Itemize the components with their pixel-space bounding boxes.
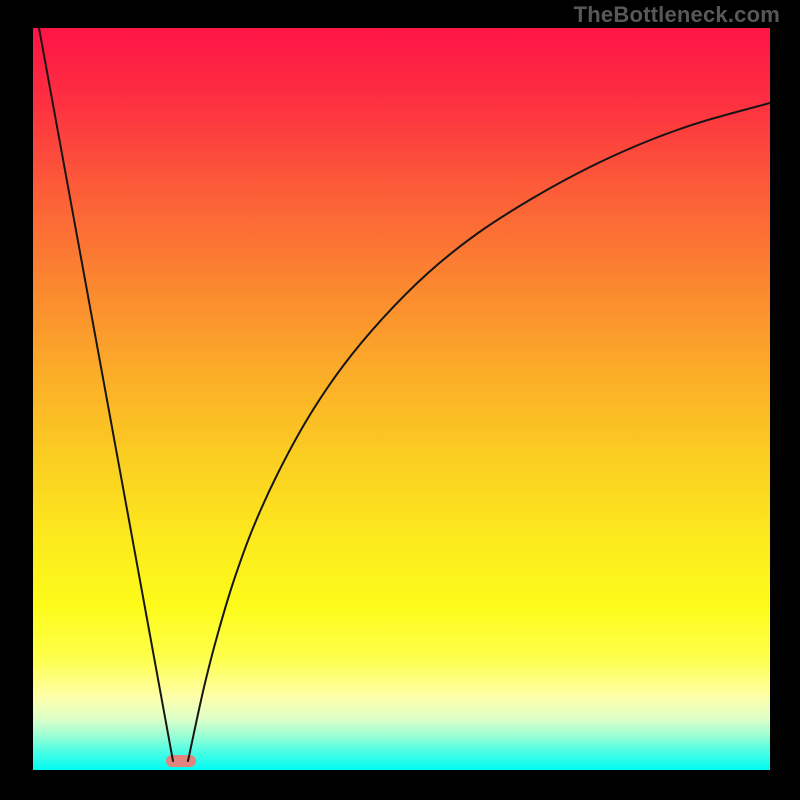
- plot-area: [33, 28, 770, 770]
- watermark-text: TheBottleneck.com: [574, 2, 780, 28]
- chart-frame: TheBottleneck.com: [0, 0, 800, 800]
- chart-svg: [33, 28, 770, 770]
- gradient-background: [33, 28, 770, 770]
- marker-pill: [166, 755, 196, 767]
